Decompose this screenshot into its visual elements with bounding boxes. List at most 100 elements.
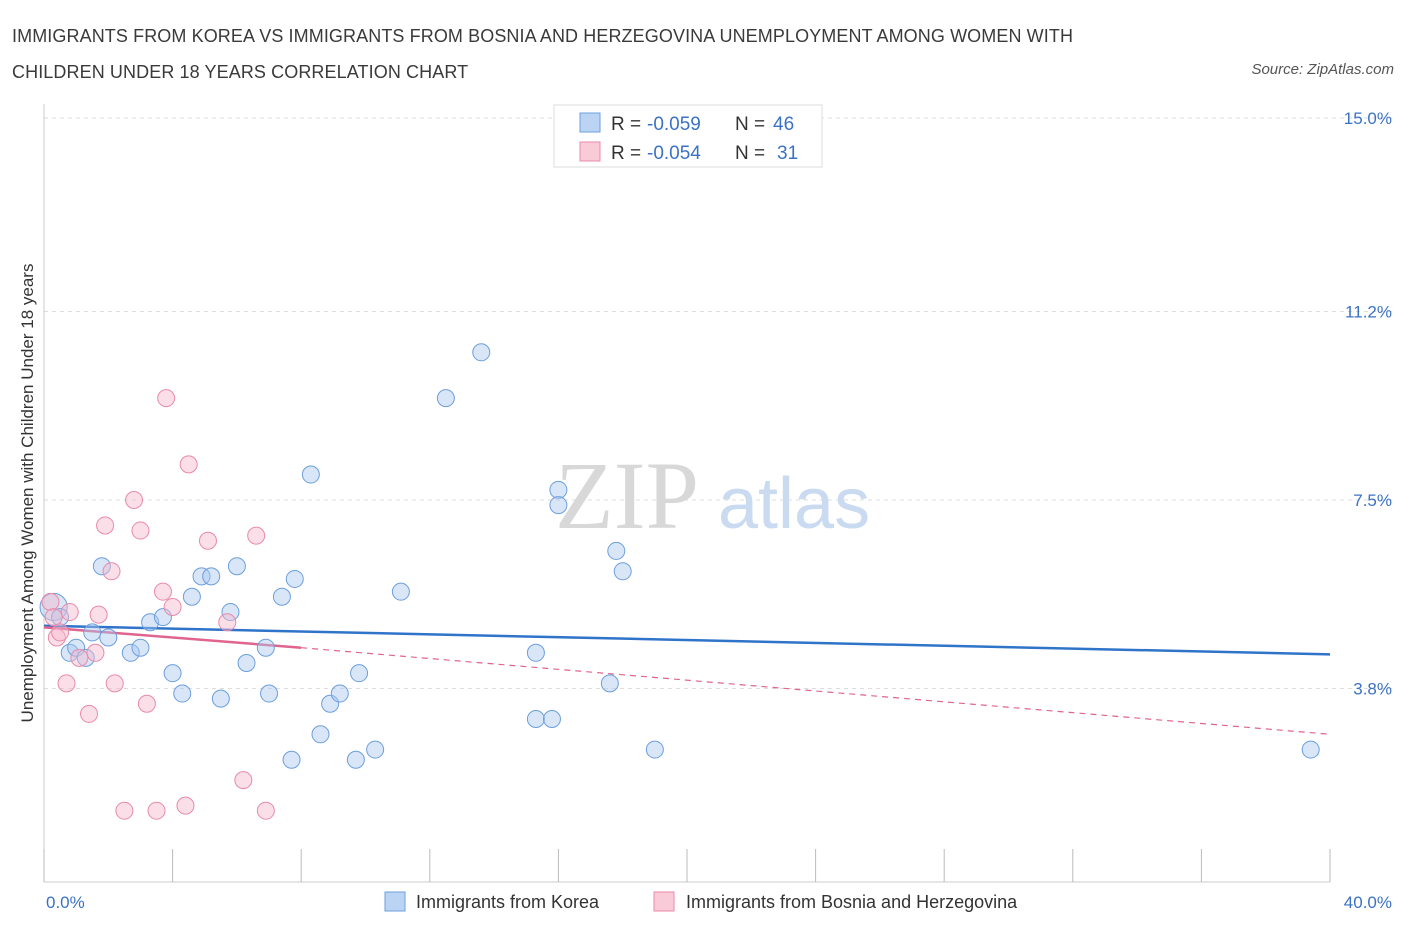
x-tick-label-1: 40.0% <box>1344 893 1392 912</box>
bottom-legend: Immigrants from Korea Immigrants from Bo… <box>384 891 1018 912</box>
bottom-legend-bosnia: Immigrants from Bosnia and Herzegovina <box>686 892 1018 912</box>
point-korea-5 <box>83 623 102 642</box>
chart-title: IMMIGRANTS FROM KOREA VS IMMIGRANTS FROM… <box>12 26 1074 82</box>
point-korea-24 <box>282 750 301 769</box>
bottom-legend-swatch-korea <box>384 891 406 912</box>
point-bosnia-2 <box>47 628 66 647</box>
point-bosnia-18 <box>153 582 172 601</box>
point-korea-12 <box>163 664 182 683</box>
point-korea-1 <box>51 608 70 627</box>
point-korea-25 <box>285 569 304 588</box>
point-bosnia-11 <box>102 562 121 581</box>
point-korea-31 <box>350 664 369 683</box>
legend-r-label-bosnia: R = <box>611 143 641 164</box>
point-korea-0 <box>39 592 68 622</box>
point-bosnia-1 <box>44 608 63 627</box>
point-korea-19 <box>227 557 246 576</box>
point-korea-45 <box>1301 740 1320 759</box>
point-bosnia-14 <box>125 491 144 509</box>
point-korea-22 <box>260 684 279 703</box>
data-points <box>39 343 1320 820</box>
point-korea-4 <box>76 648 95 667</box>
y-axis-label: Unemployment Among Women with Children U… <box>18 264 37 723</box>
legend-swatch-bosnia <box>579 141 601 162</box>
trend-lines <box>43 624 1331 735</box>
y-tick-label-3: 15.0% <box>1344 109 1392 128</box>
point-bosnia-27 <box>256 801 275 820</box>
point-korea-43 <box>613 562 632 581</box>
point-korea-17 <box>211 689 230 708</box>
point-korea-18 <box>221 603 240 622</box>
trend-line-bosnia-dashed <box>301 647 1331 735</box>
point-korea-37 <box>526 643 545 662</box>
trend-line-korea <box>43 624 1331 656</box>
point-korea-39 <box>549 480 568 499</box>
point-korea-23 <box>272 587 291 606</box>
point-korea-41 <box>600 674 619 693</box>
point-korea-15 <box>192 567 211 586</box>
point-korea-30 <box>346 750 365 769</box>
y-tick-labels: 3.8% 7.5% 11.2% 15.0% <box>1344 109 1392 698</box>
legend-box: R = -0.059 N = 46 R = -0.054 N = 31 <box>553 104 823 168</box>
legend-r-value-bosnia: -0.054 <box>647 143 701 164</box>
point-korea-20 <box>237 653 256 672</box>
point-korea-42 <box>607 541 626 560</box>
point-korea-38 <box>542 710 561 729</box>
point-bosnia-0 <box>41 592 60 611</box>
legend-n-value-korea: 46 <box>773 114 794 135</box>
point-korea-35 <box>472 343 491 362</box>
point-korea-33 <box>391 582 410 601</box>
grid-lines <box>44 117 1392 689</box>
point-korea-21 <box>256 638 275 657</box>
point-korea-32 <box>366 740 385 759</box>
legend-swatch-korea <box>579 112 601 133</box>
point-bosnia-6 <box>70 648 89 667</box>
point-bosnia-16 <box>137 694 156 713</box>
point-bosnia-10 <box>96 516 115 535</box>
point-bosnia-3 <box>51 623 70 642</box>
point-bosnia-7 <box>80 704 99 723</box>
point-korea-8 <box>121 643 140 662</box>
point-bosnia-5 <box>60 603 79 622</box>
watermark-atlas: atlas <box>718 464 870 544</box>
point-korea-26 <box>301 465 320 484</box>
point-korea-16 <box>202 567 221 586</box>
point-korea-40 <box>549 496 568 515</box>
point-bosnia-21 <box>176 796 195 815</box>
legend-n-label-korea: N = <box>735 114 765 135</box>
point-korea-29 <box>330 684 349 703</box>
bottom-legend-korea: Immigrants from Korea <box>416 892 600 912</box>
point-korea-9 <box>131 638 150 657</box>
legend-r-value-korea: -0.059 <box>647 114 701 135</box>
point-bosnia-25 <box>234 771 253 790</box>
point-bosnia-8 <box>86 643 105 662</box>
legend-n-label-bosnia: N = <box>735 143 765 164</box>
x-tick-label-0: 0.0% <box>46 893 85 912</box>
legend-r-label-korea: R = <box>611 114 641 135</box>
y-tick-label-2: 11.2% <box>1345 303 1392 322</box>
point-korea-14 <box>182 587 201 606</box>
point-korea-34 <box>436 389 455 408</box>
point-bosnia-19 <box>157 389 176 408</box>
point-korea-36 <box>526 710 545 729</box>
watermark-zip: ZIP <box>555 442 699 549</box>
point-bosnia-9 <box>89 605 108 624</box>
point-bosnia-20 <box>163 597 182 616</box>
point-bosnia-24 <box>218 613 237 632</box>
bottom-legend-swatch-bosnia <box>653 891 675 912</box>
point-korea-44 <box>645 740 664 759</box>
y-tick-label-0: 3.8% <box>1353 679 1392 698</box>
point-korea-6 <box>92 557 111 576</box>
legend-n-value-bosnia: 31 <box>777 143 798 164</box>
point-bosnia-4 <box>57 674 76 693</box>
point-korea-7 <box>99 628 118 647</box>
axes <box>43 104 1331 883</box>
point-bosnia-12 <box>105 674 124 693</box>
point-bosnia-22 <box>179 455 198 474</box>
point-bosnia-17 <box>147 801 166 820</box>
point-bosnia-13 <box>115 801 134 820</box>
point-korea-27 <box>311 725 330 744</box>
source-credit: Source: ZipAtlas.com <box>1251 61 1394 78</box>
watermark: ZIP atlas <box>555 442 870 549</box>
point-bosnia-26 <box>247 526 266 545</box>
